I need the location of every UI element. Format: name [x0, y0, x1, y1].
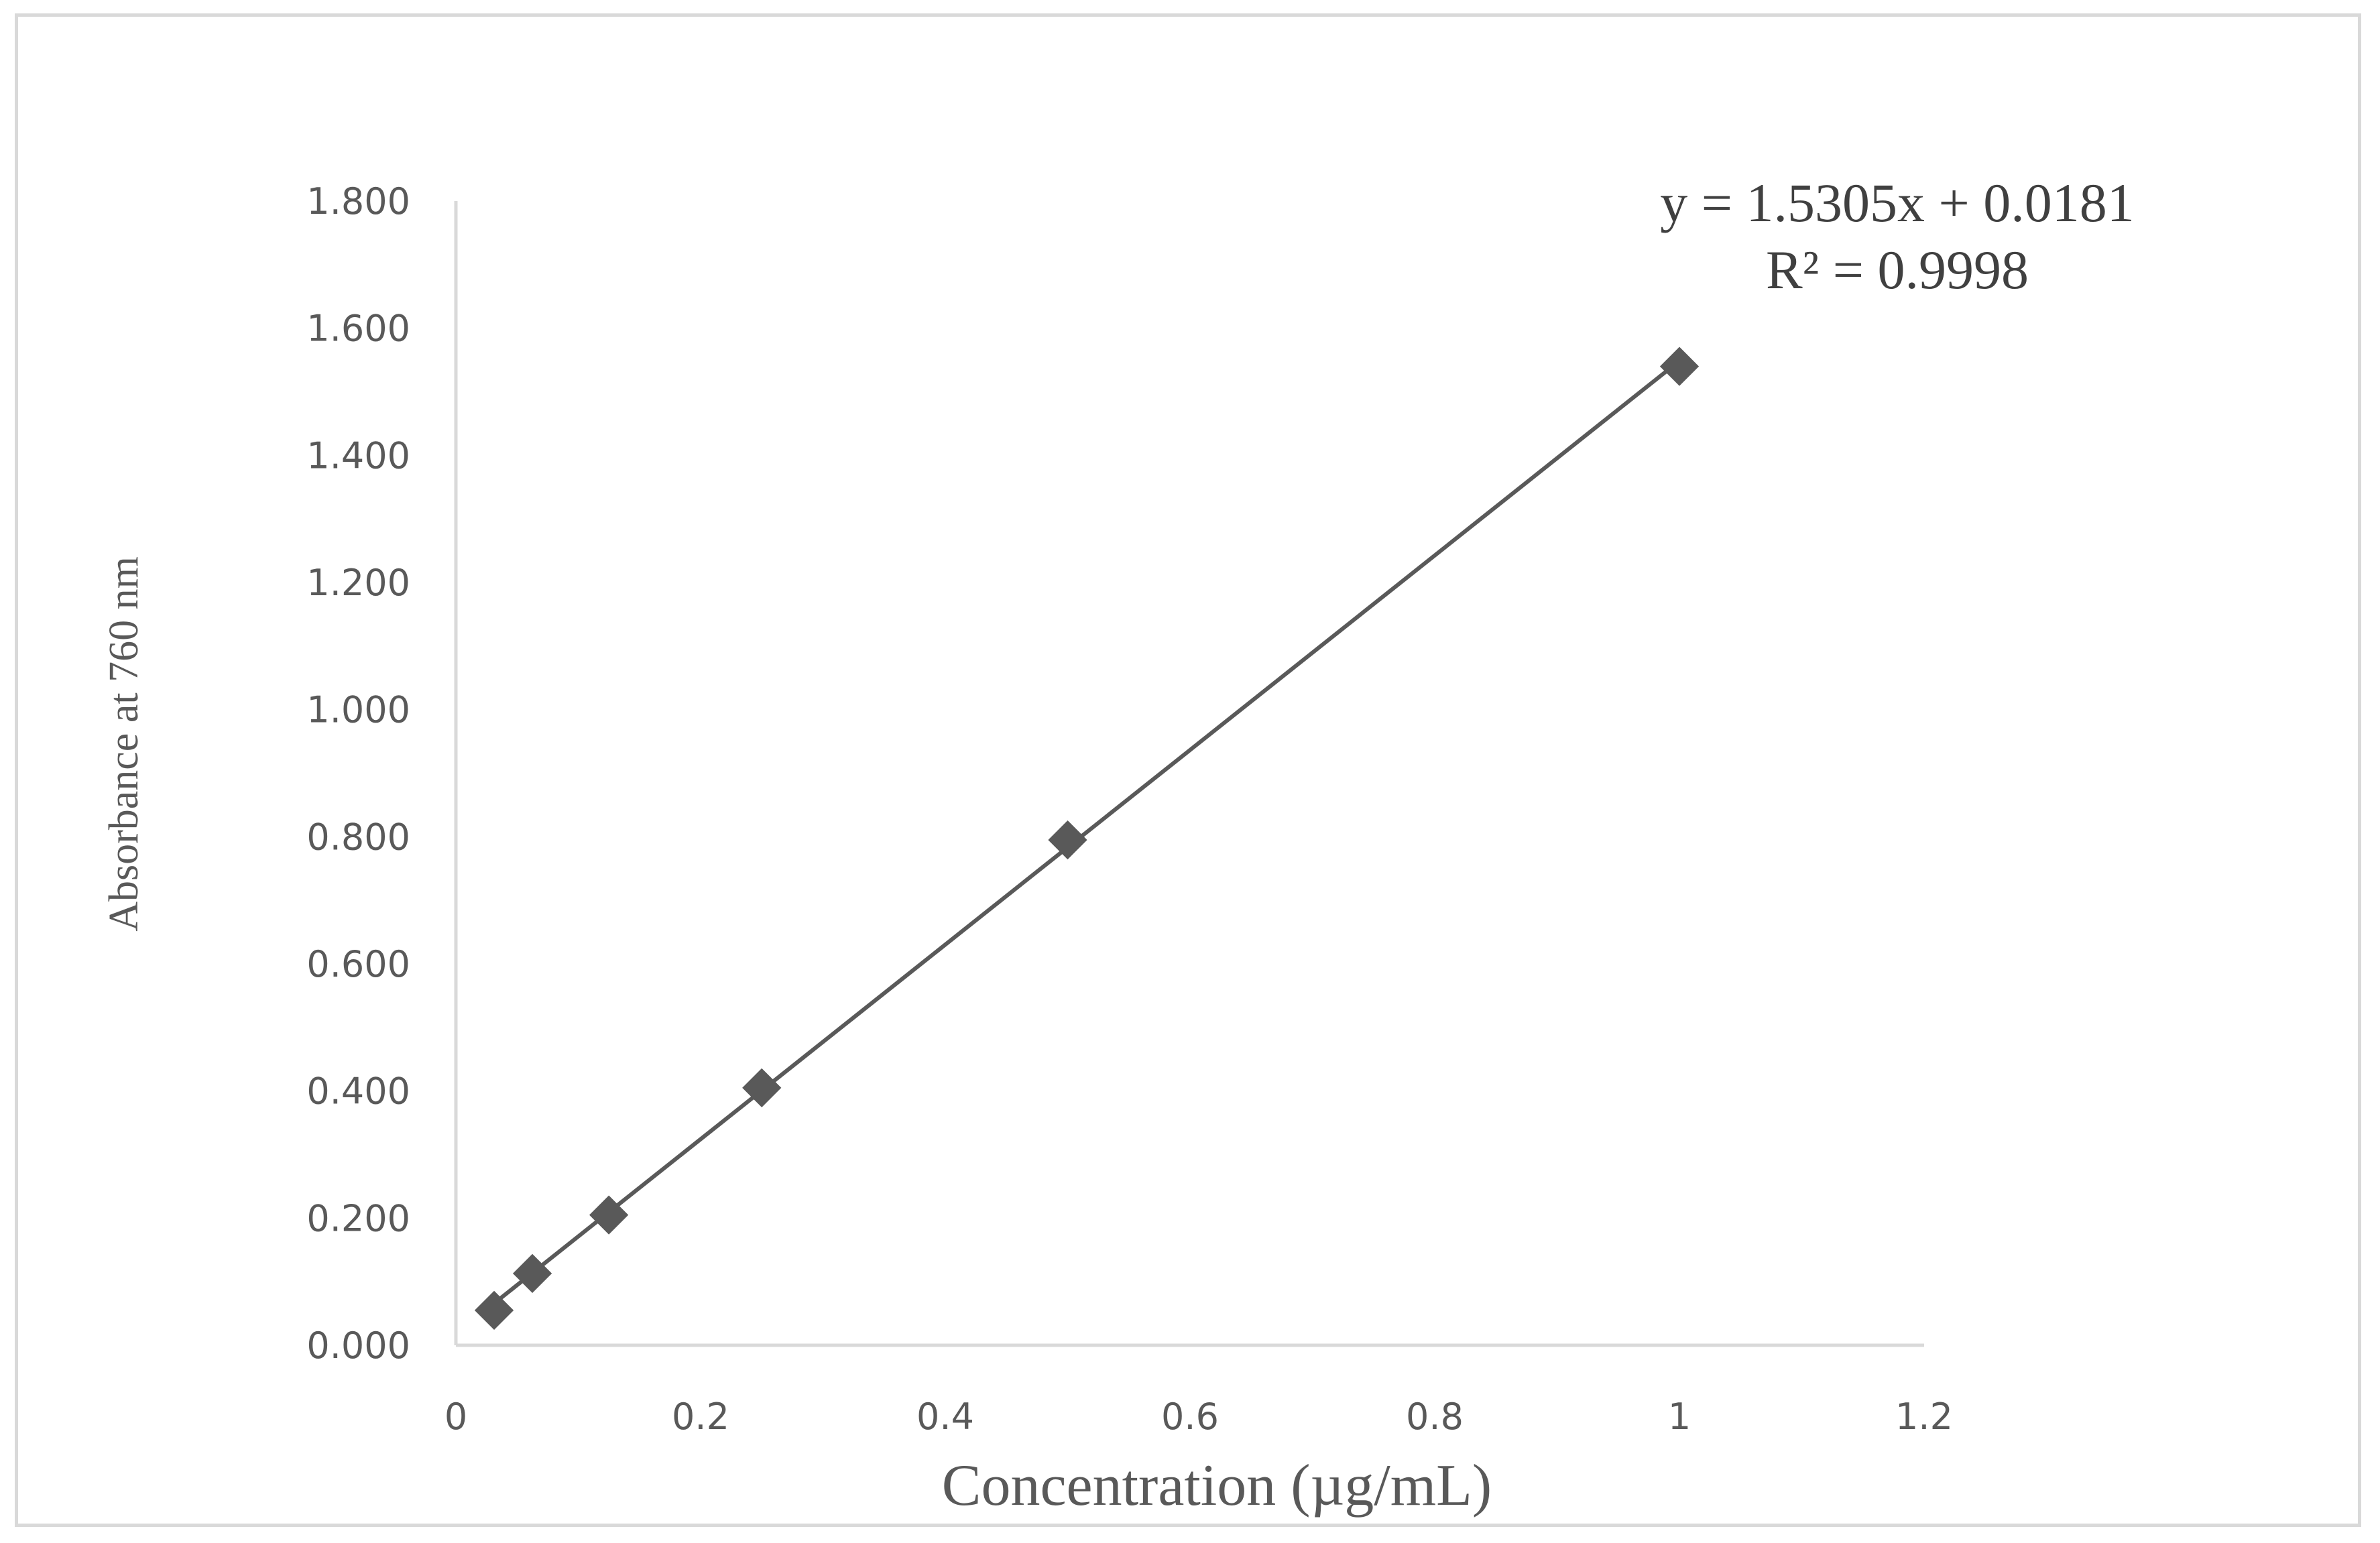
x-axis-title: Concentration (µg/mL): [942, 1453, 1492, 1518]
y-tick-label: 0.200: [306, 1197, 410, 1239]
x-tick-labels: 0 0.2 0.4 0.6 0.8 1 1.2: [444, 1396, 1953, 1438]
x-tick-label: 0.4: [916, 1396, 974, 1438]
trendline-layer: [493, 359, 1681, 1305]
data-point: [742, 1068, 782, 1108]
trendline: [493, 359, 1681, 1305]
axes: [454, 201, 1924, 1347]
trendline-equation: y = 1.5305x + 0.0181: [1660, 172, 2135, 233]
y-tick-label: 1.000: [306, 689, 410, 731]
y-axis-title: Absorbance at 760 nm: [101, 556, 147, 932]
chart-frame: [15, 13, 2361, 1527]
y-tick-label: 0.400: [306, 1070, 410, 1113]
y-tick-label: 0.600: [306, 943, 410, 985]
data-point: [474, 1290, 514, 1330]
x-tick-label: 0: [444, 1396, 467, 1438]
x-tick-label: 1: [1668, 1396, 1691, 1438]
x-tick-label: 1.2: [1895, 1396, 1953, 1438]
x-tick-label: 0.6: [1161, 1396, 1219, 1438]
y-tick-labels: 0.000 0.200 0.400 0.600 0.800 1.000 1.200 1.400…: [306, 180, 410, 1367]
x-tick-label: 0.8: [1406, 1396, 1464, 1438]
y-tick-label: 1.800: [306, 180, 410, 223]
y-tick-label: 0.800: [306, 816, 410, 858]
data-point: [1048, 820, 1087, 860]
trendline-r-squared: R² = 0.9998: [1766, 239, 2029, 300]
y-tick-label: 0.000: [306, 1324, 410, 1367]
data-point: [589, 1195, 629, 1235]
y-tick-label: 1.600: [306, 308, 410, 350]
data-point: [1659, 347, 1700, 386]
x-tick-label: 0.2: [672, 1396, 729, 1438]
y-tick-label: 1.400: [306, 434, 410, 477]
points-layer: [474, 347, 1700, 1330]
data-point: [512, 1253, 552, 1293]
y-tick-label: 1.200: [306, 562, 410, 604]
